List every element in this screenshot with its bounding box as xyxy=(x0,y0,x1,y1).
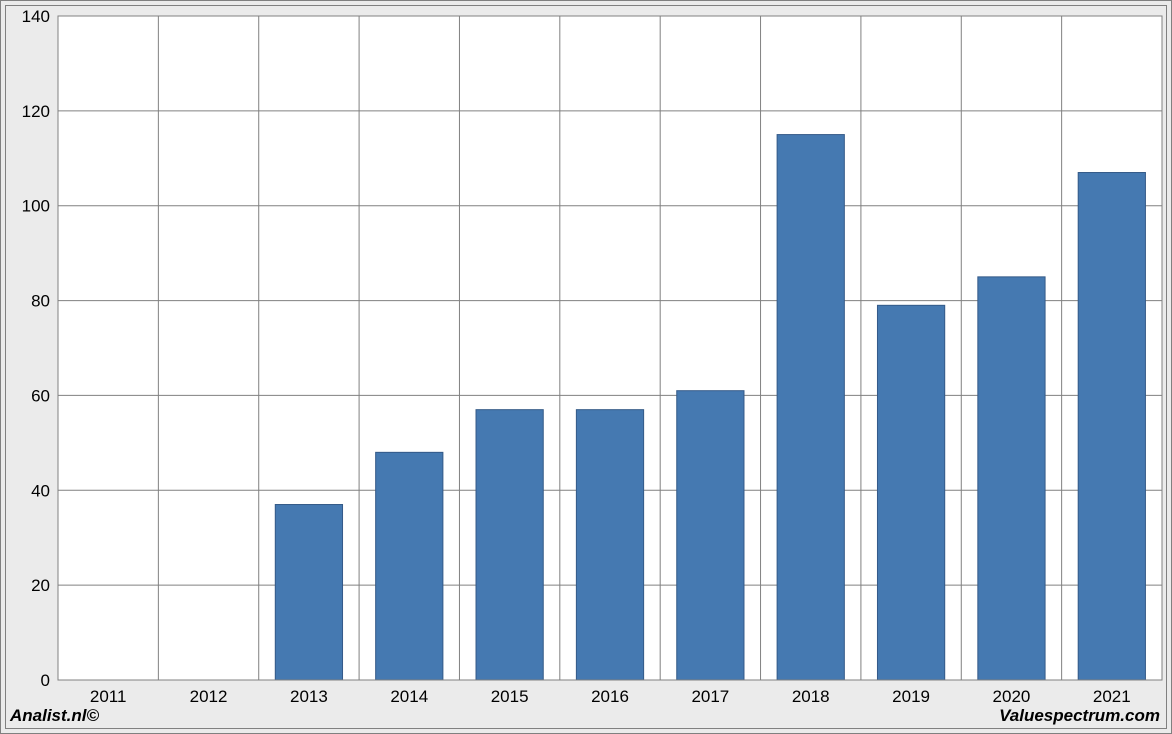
chart-outer-frame: 0 20 40 60 80 100 120 140 2011 2012 2013 2014 2015 20… xyxy=(0,0,1172,734)
footer-left-attribution: Analist.nl© xyxy=(10,706,99,726)
x-tick-label: 2015 xyxy=(491,687,529,706)
x-tick-label: 2019 xyxy=(892,687,930,706)
x-tick-label: 2012 xyxy=(190,687,228,706)
x-tick-label: 2018 xyxy=(792,687,830,706)
y-tick-label: 40 xyxy=(31,481,50,500)
x-tick-label: 2021 xyxy=(1093,687,1131,706)
bar xyxy=(376,452,443,680)
bar xyxy=(877,305,944,680)
y-tick-label: 80 xyxy=(31,292,50,311)
bar xyxy=(275,505,342,680)
footer-right-attribution: Valuespectrum.com xyxy=(999,706,1160,726)
bar xyxy=(677,391,744,680)
bar xyxy=(576,410,643,680)
chart-inner-panel: 0 20 40 60 80 100 120 140 2011 2012 2013 2014 2015 20… xyxy=(5,5,1167,729)
bar xyxy=(1078,173,1145,680)
chart-svg-container: 0 20 40 60 80 100 120 140 2011 2012 2013 2014 2015 20… xyxy=(6,6,1166,728)
bar xyxy=(978,277,1045,680)
x-tick-label: 2016 xyxy=(591,687,629,706)
y-tick-label: 140 xyxy=(22,7,50,26)
bar xyxy=(777,135,844,680)
x-tick-label: 2017 xyxy=(691,687,729,706)
x-tick-label: 2014 xyxy=(390,687,428,706)
y-tick-label: 100 xyxy=(22,197,50,216)
y-tick-label: 0 xyxy=(41,671,50,690)
bar xyxy=(476,410,543,680)
bar-chart: 0 20 40 60 80 100 120 140 2011 2012 2013 2014 2015 20… xyxy=(6,6,1166,728)
x-tick-label: 2013 xyxy=(290,687,328,706)
y-tick-label: 60 xyxy=(31,386,50,405)
y-tick-label: 120 xyxy=(22,102,50,121)
y-tick-label: 20 xyxy=(31,576,50,595)
x-tick-label: 2011 xyxy=(90,687,127,706)
x-tick-label: 2020 xyxy=(993,687,1031,706)
